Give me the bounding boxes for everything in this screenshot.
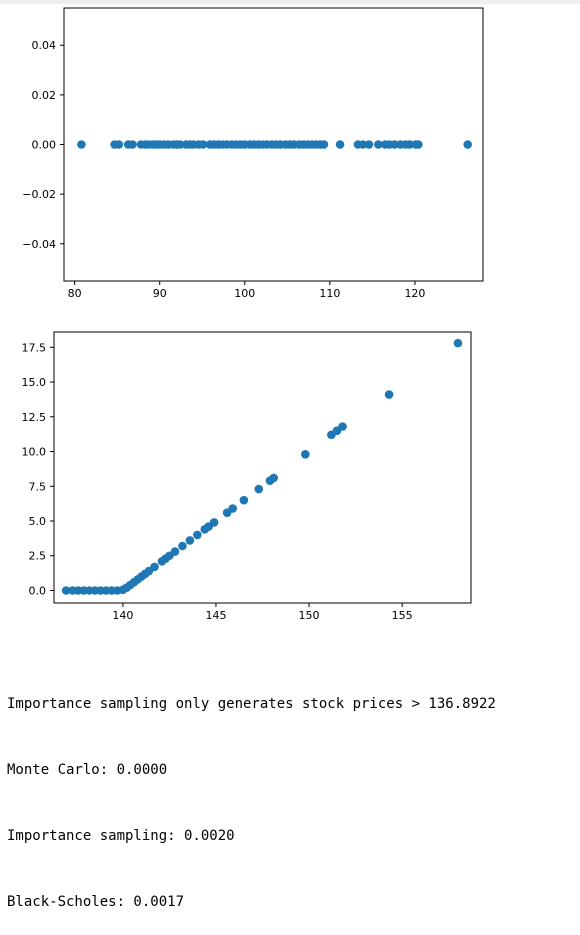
data-point <box>175 140 185 149</box>
data-point <box>384 390 394 399</box>
scatter-chart-2: 140 145 150 155 17.5 15.0 12.5 10.0 7.5 5.0 2.5 0.0 <box>22 331 472 622</box>
y-tick-label: −0.04 <box>22 238 56 251</box>
data-point <box>128 140 137 149</box>
y-tick-label: 12.5 <box>22 411 47 424</box>
data-point <box>364 140 374 149</box>
data-point <box>374 140 383 149</box>
output-area-top-bar <box>0 0 580 4</box>
data-point <box>150 562 159 572</box>
scatter-chart-1: 80 90 100 110 120 0.04 0.02 0.00 −0.02 −0.04 <box>22 7 484 300</box>
data-point <box>453 338 463 348</box>
data-point <box>77 140 86 149</box>
data-point <box>239 495 249 505</box>
data-point <box>209 518 219 527</box>
data-point <box>193 530 202 540</box>
data-point <box>228 504 238 513</box>
output-line-black-scholes: Black-Scholes: 0.0017 <box>7 894 185 910</box>
x-tick-label: 145 <box>205 609 226 622</box>
data-point <box>414 140 423 149</box>
y-tick-label: 5.0 <box>29 515 47 528</box>
y-tick-label: 0.02 <box>32 89 57 102</box>
y-tick-label: 10.0 <box>22 446 47 459</box>
output-line-importance-threshold: Importance sampling only generates stock… <box>7 696 496 712</box>
x-tick-label: 120 <box>404 287 425 300</box>
y-tick-label: 17.5 <box>22 341 47 354</box>
y-tick-label: 2.5 <box>29 550 47 563</box>
data-point <box>463 140 472 149</box>
x-tick-label: 90 <box>153 287 167 300</box>
x-tick-label: 100 <box>234 287 255 300</box>
console-output: Importance sampling only generates stock… <box>7 649 496 935</box>
data-point <box>338 422 347 431</box>
data-point <box>185 536 195 545</box>
data-point <box>301 449 310 459</box>
plot-frame-2 <box>53 331 472 604</box>
x-tick-label: 110 <box>319 287 340 300</box>
data-point <box>114 140 124 149</box>
y-tick-label: 0.0 <box>29 584 47 597</box>
y-tick-label: 15.0 <box>22 376 47 389</box>
y-tick-label: 7.5 <box>29 480 47 493</box>
data-point <box>319 140 329 149</box>
x-tick-label: 140 <box>112 609 133 622</box>
data-point <box>178 541 187 551</box>
data-point <box>405 140 415 149</box>
data-point <box>254 484 264 494</box>
data-point <box>170 547 180 556</box>
output-line-monte-carlo: Monte Carlo: 0.0000 <box>7 762 168 778</box>
x-tick-label: 80 <box>68 287 82 300</box>
y-tick-label: 0.04 <box>32 39 57 52</box>
data-point <box>61 586 71 595</box>
data-point <box>358 140 368 149</box>
y-tick-label: −0.02 <box>22 188 56 201</box>
y-tick-label: 0.00 <box>32 139 57 152</box>
x-tick-label: 150 <box>299 609 320 622</box>
data-point <box>335 140 345 149</box>
data-point <box>269 473 278 483</box>
data-point <box>198 140 208 149</box>
output-line-importance-sampling: Importance sampling: 0.0020 <box>7 828 235 844</box>
data-point <box>390 140 399 149</box>
x-tick-label: 155 <box>392 609 413 622</box>
